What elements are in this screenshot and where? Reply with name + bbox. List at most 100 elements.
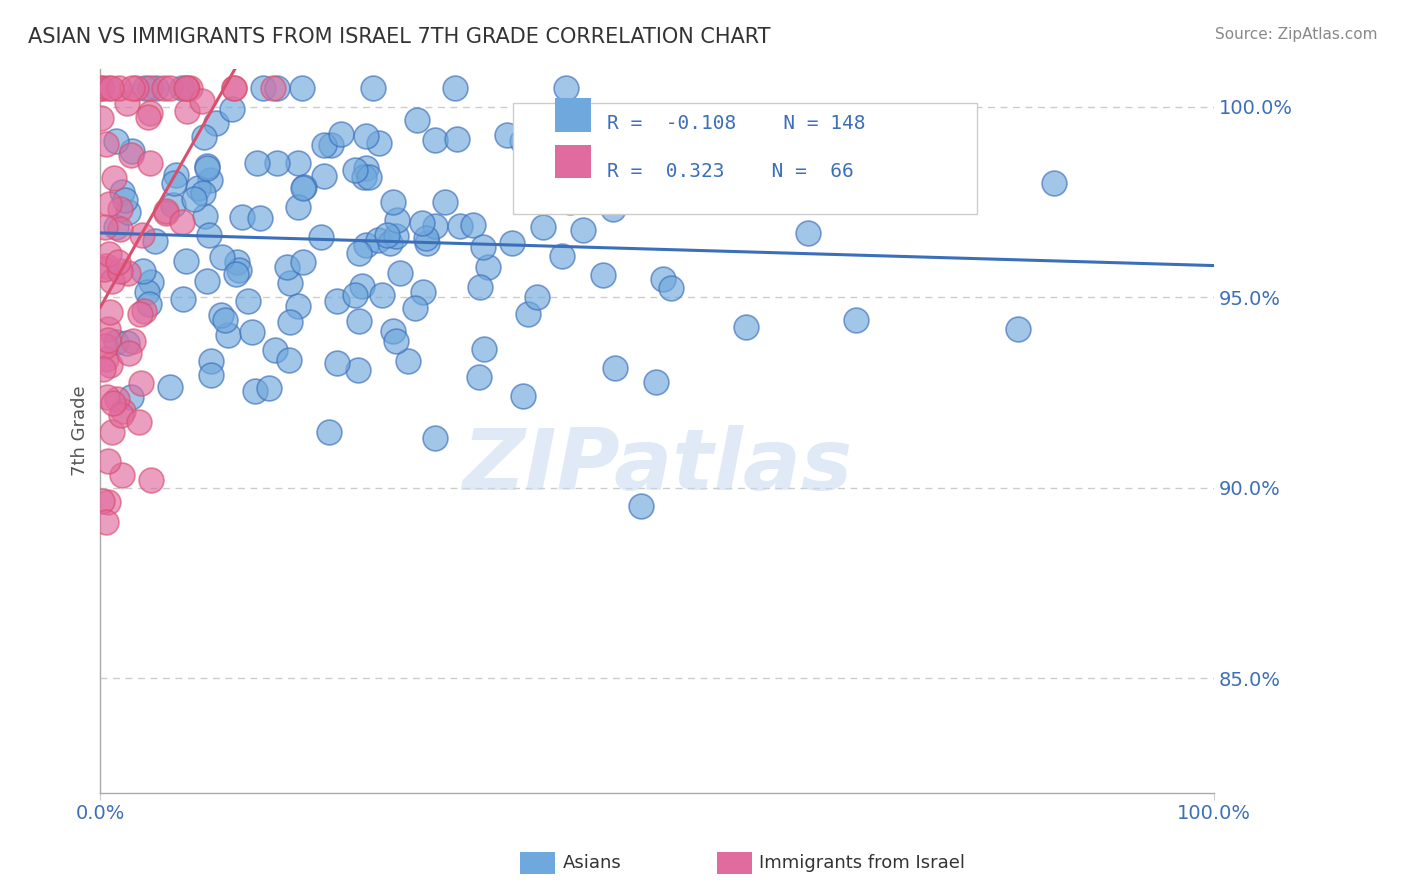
Point (91, 80, 114, 95)
Point (94, 136, 117, 151)
Point (108, 80, 131, 95)
Point (834, 192, 856, 206)
Point (228, 262, 250, 277)
Point (531, 220, 554, 235)
Point (292, 254, 315, 268)
Point (564, 189, 586, 203)
Point (214, 313, 236, 327)
Point (200, 172, 222, 186)
Point (101, 425, 124, 440)
Point (257, 381, 280, 395)
Point (100, 274, 122, 288)
Point (471, 240, 494, 254)
Point (122, 334, 145, 348)
Text: Asians: Asians (562, 855, 621, 872)
Point (159, 80, 181, 95)
Point (543, 143, 565, 157)
Point (165, 168, 187, 182)
Point (221, 102, 243, 116)
Point (128, 415, 150, 429)
Point (98, 304, 121, 318)
Point (176, 103, 198, 118)
Point (659, 281, 682, 295)
Point (280, 276, 302, 290)
Point (278, 315, 301, 329)
Point (477, 260, 499, 274)
Y-axis label: 7th Grade: 7th Grade (72, 385, 89, 476)
Point (375, 227, 398, 242)
Point (368, 136, 391, 151)
Point (277, 353, 299, 368)
Point (170, 215, 193, 229)
Point (472, 343, 495, 357)
Point (193, 129, 215, 144)
Point (176, 80, 198, 95)
Point (231, 211, 253, 225)
Point (121, 144, 143, 158)
Point (176, 253, 198, 268)
Point (138, 297, 160, 311)
Point (90, 111, 112, 125)
Point (172, 292, 194, 306)
Point (101, 396, 124, 410)
Point (287, 156, 309, 170)
Point (380, 236, 402, 251)
Text: Source: ZipAtlas.com: Source: ZipAtlas.com (1215, 27, 1378, 42)
Point (516, 307, 538, 321)
Point (309, 230, 332, 244)
Point (139, 474, 162, 488)
Point (312, 169, 335, 183)
Point (287, 201, 309, 215)
Point (132, 303, 155, 318)
Text: Immigrants from Israel: Immigrants from Israel (759, 855, 966, 872)
Point (630, 499, 652, 513)
Point (96, 352, 118, 367)
Point (155, 203, 177, 218)
Point (131, 227, 153, 242)
Point (266, 155, 288, 169)
Point (97, 80, 120, 95)
Point (554, 80, 576, 95)
Point (356, 161, 378, 176)
Point (287, 299, 309, 313)
Point (96, 390, 118, 404)
Point (357, 170, 380, 185)
Point (211, 308, 233, 322)
Point (423, 431, 446, 445)
Point (264, 343, 287, 357)
Point (110, 222, 132, 236)
Point (423, 133, 446, 147)
Point (616, 124, 638, 138)
Point (114, 193, 136, 207)
Text: R =  0.323    N =  66: R = 0.323 N = 66 (607, 161, 853, 181)
Point (382, 194, 405, 209)
Point (652, 272, 675, 286)
Point (145, 80, 167, 95)
Point (404, 301, 426, 316)
Point (125, 80, 148, 95)
Point (276, 260, 298, 274)
Point (195, 274, 218, 288)
Point (415, 231, 437, 245)
Point (108, 202, 131, 216)
Point (346, 362, 368, 376)
Point (97, 321, 120, 335)
Point (97, 494, 120, 508)
Point (200, 368, 222, 382)
Point (98, 197, 121, 211)
Point (291, 181, 314, 195)
Point (526, 290, 548, 304)
Point (120, 390, 142, 404)
Point (94, 259, 117, 273)
Text: R =  -0.108    N = 148: R = -0.108 N = 148 (607, 113, 866, 133)
Point (245, 155, 267, 169)
Point (396, 353, 419, 368)
Point (90, 494, 112, 508)
Point (139, 275, 162, 289)
Point (110, 408, 132, 422)
Point (312, 138, 335, 153)
Point (602, 202, 624, 217)
Point (384, 228, 406, 243)
Point (325, 356, 347, 370)
Point (121, 80, 143, 95)
